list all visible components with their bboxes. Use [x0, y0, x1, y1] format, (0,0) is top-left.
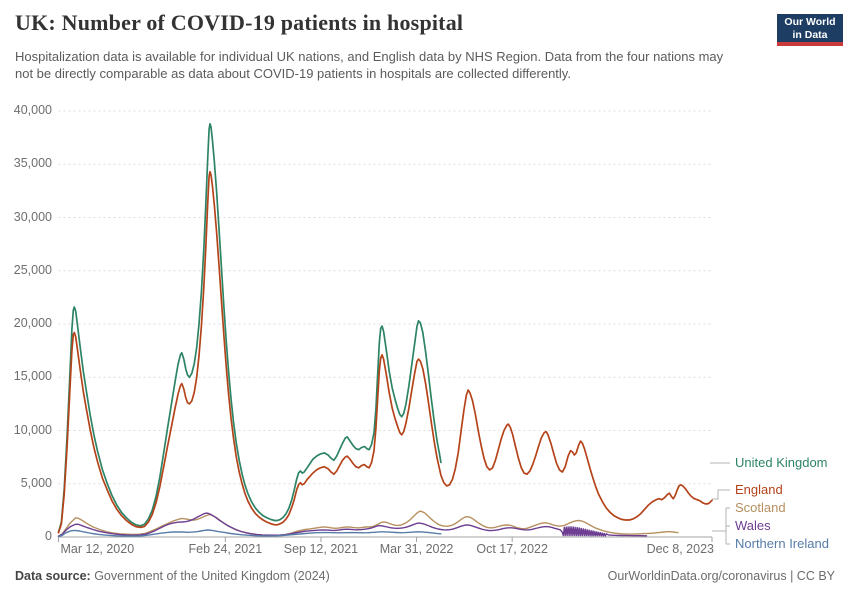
- x-axis-label: Sep 12, 2021: [283, 542, 359, 556]
- footer: Data source: Government of the United Ki…: [15, 569, 835, 583]
- owid-logo-line1: Our World: [784, 16, 836, 28]
- y-axis-label: 0: [45, 529, 52, 543]
- owid-logo-line2: in Data: [792, 28, 828, 41]
- series-line-scotland[interactable]: [57, 510, 679, 537]
- owid-link[interactable]: OurWorldinData.org/coronavirus | CC BY: [607, 569, 835, 583]
- x-axis-label: Mar 12, 2020: [60, 542, 135, 556]
- legend-item-united-kingdom[interactable]: United Kingdom: [735, 455, 828, 470]
- y-axis-label: 35,000: [13, 156, 52, 171]
- legend-item-northern-ireland[interactable]: Northern Ireland: [735, 536, 829, 551]
- y-axis-label: 25,000: [13, 262, 52, 277]
- owid-logo: Our World in Data: [777, 14, 843, 46]
- data-source-text: Government of the United Kingdom (2024): [90, 569, 330, 583]
- legend-item-england[interactable]: England: [735, 482, 783, 497]
- x-axis-label: Feb 24, 2021: [188, 542, 263, 556]
- legend-connector: [712, 489, 730, 500]
- series-line-northern-ireland[interactable]: [57, 529, 442, 538]
- y-axis-label: 5,000: [20, 475, 52, 490]
- y-axis-label: 10,000: [13, 422, 52, 437]
- legend-item-wales[interactable]: Wales: [735, 518, 771, 533]
- y-axis-label: 20,000: [13, 316, 52, 330]
- legend-item-scotland[interactable]: Scotland: [735, 500, 786, 515]
- data-source: Data source: Government of the United Ki…: [15, 569, 330, 583]
- page-title: UK: Number of COVID-19 patients in hospi…: [15, 10, 464, 35]
- page-subtitle: Hospitalization data is available for in…: [15, 49, 724, 81]
- series-line-england[interactable]: [57, 170, 713, 534]
- x-axis-label: Dec 8, 2023: [646, 542, 714, 556]
- series-line-united-kingdom[interactable]: [57, 122, 442, 534]
- data-source-label: Data source:: [15, 569, 91, 583]
- series-line-wales[interactable]: [57, 512, 648, 537]
- x-axis-label: Oct 17, 2022: [476, 542, 548, 556]
- y-axis-label: 15,000: [13, 369, 52, 384]
- x-axis-label: Mar 31, 2022: [379, 542, 454, 556]
- y-axis-label: 30,000: [13, 209, 52, 224]
- y-axis-label: 40,000: [13, 103, 52, 117]
